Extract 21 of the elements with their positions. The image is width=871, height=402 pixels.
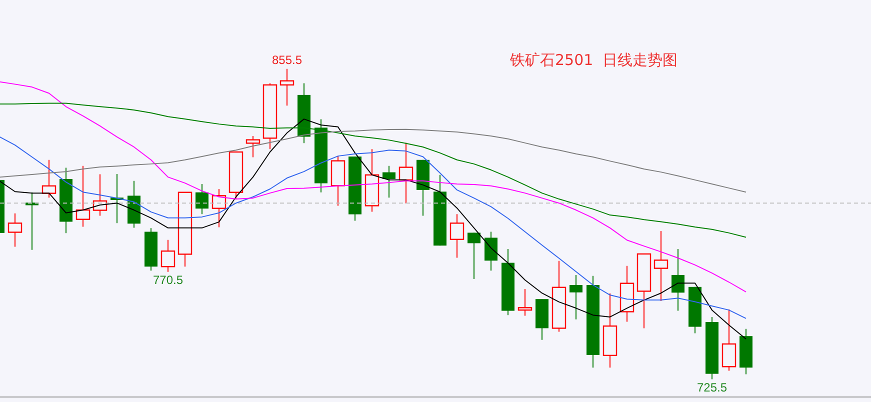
chart-title: 铁矿石2501 日线走势图 (510, 51, 678, 70)
candlestick (654, 230, 668, 302)
candlestick (196, 183, 208, 215)
candlestick (8, 212, 22, 248)
annotation: 770.5 (152, 272, 184, 287)
candlestick (570, 274, 582, 320)
candlestick (468, 232, 480, 280)
candlestick (160, 239, 176, 272)
annotation: 855.5 (272, 52, 302, 67)
candlestick (450, 214, 464, 258)
candlestick (672, 248, 684, 312)
candlestick (484, 231, 498, 272)
candlestick (42, 159, 56, 198)
candlestick (518, 288, 532, 316)
candlestick (76, 165, 90, 228)
candlestick (722, 308, 736, 372)
annotation: 725.5 (696, 380, 728, 394)
candlestick (246, 136, 260, 158)
candlestick (398, 142, 414, 204)
candlestick (382, 165, 396, 198)
candlestick (280, 68, 294, 106)
